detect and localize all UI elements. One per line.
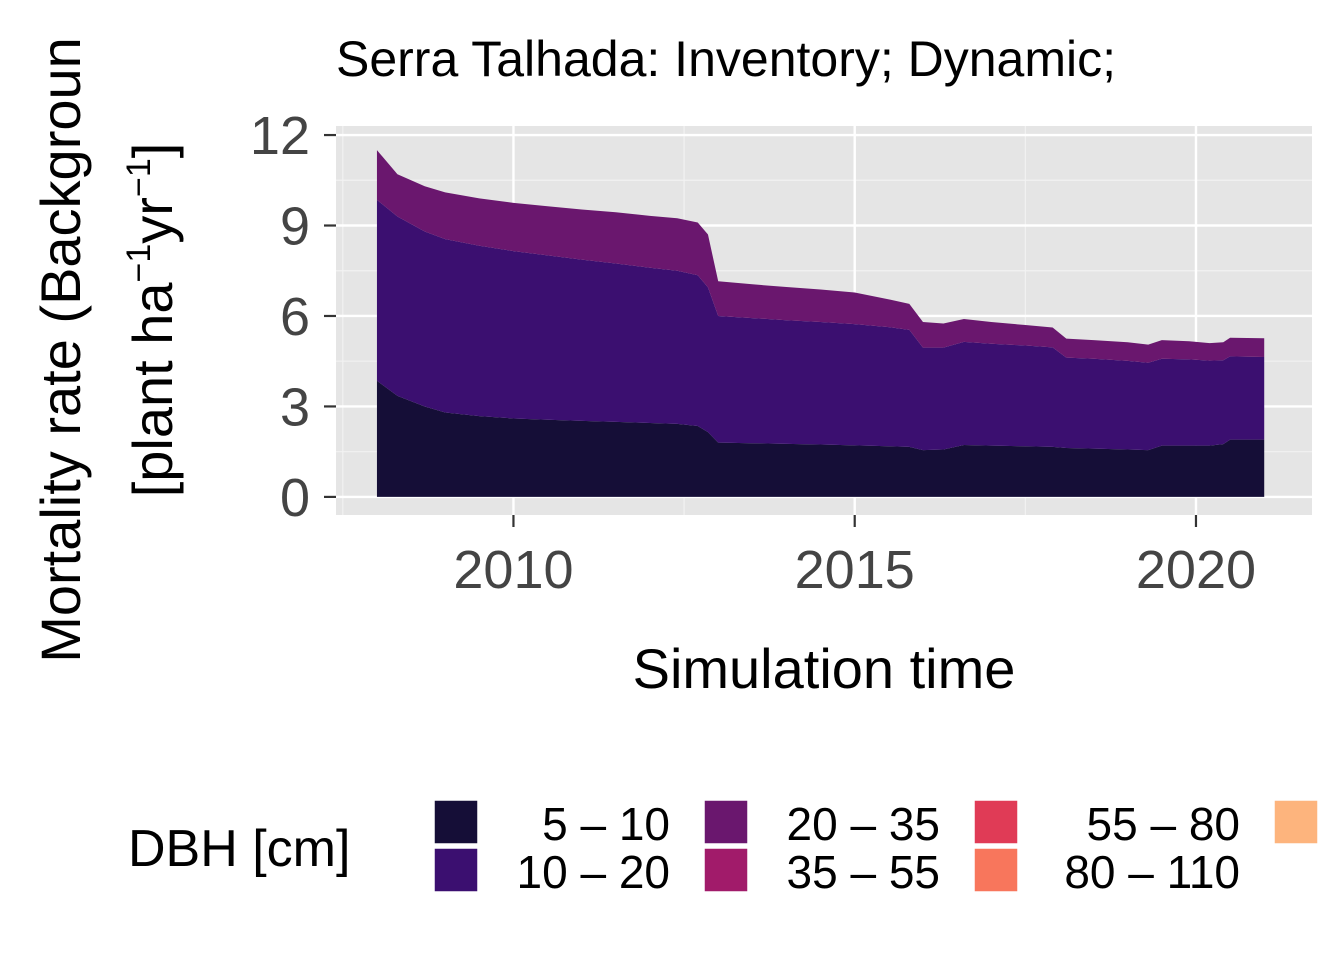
x-tick-label: 2015 — [795, 540, 915, 600]
x-tick-label: 2010 — [453, 540, 573, 600]
legend-key-7 — [1273, 799, 1319, 845]
y-label-suffix: ] — [121, 143, 184, 159]
area-series-1 — [376, 380, 1265, 497]
legend-label-4: 35 – 55 — [787, 846, 940, 898]
chart-title: Serra Talhada: Inventory; Dynamic; — [336, 31, 1116, 87]
x-tick-label: 2020 — [1136, 540, 1256, 600]
y-axis-label: Mortality rate (Backgroun — [29, 37, 92, 663]
y-label-exponent-2: −1 — [120, 158, 158, 197]
x-axis-label: Simulation time — [633, 637, 1016, 700]
legend-key-6 — [973, 847, 1019, 893]
legend-title: DBH [cm] — [128, 820, 350, 878]
y-tick-label: 9 — [280, 197, 310, 257]
legend-key-3 — [703, 799, 749, 845]
y-tick-label: 3 — [280, 377, 310, 437]
legend-label-2: 10 – 20 — [517, 846, 670, 898]
legend-key-2 — [433, 847, 479, 893]
area-series-2 — [376, 199, 1265, 451]
y-axis-label-line2: [plant ha−1yr−1] — [120, 143, 184, 498]
legend-label-5: 55 – 80 — [1087, 798, 1240, 850]
x-axis: 2010 2015 2020 — [453, 515, 1256, 600]
y-axis-label-2: [plant ha−1yr−1] — [120, 143, 184, 498]
legend-key-5 — [973, 799, 1019, 845]
y-axis: 0 3 6 9 12 — [250, 106, 336, 528]
legend-label-6: 80 – 110 — [1064, 846, 1240, 898]
area-series-3 — [376, 150, 1265, 363]
legend-label-1: 5 – 10 — [542, 798, 670, 850]
y-tick-label: 12 — [250, 106, 310, 166]
y-label-mid: yr — [121, 197, 184, 244]
y-axis-label-line1: Mortality rate (Backgroun — [29, 37, 92, 663]
legend-key-4 — [703, 847, 749, 893]
stacked-areas — [376, 150, 1265, 497]
y-tick-label: 0 — [280, 468, 310, 528]
legend-label-3: 20 – 35 — [787, 798, 940, 850]
y-label-exponent-1: −1 — [120, 244, 158, 283]
y-label-prefix: [plant ha — [121, 282, 184, 498]
y-tick-label: 6 — [280, 287, 310, 347]
legend-key-1 — [433, 799, 479, 845]
